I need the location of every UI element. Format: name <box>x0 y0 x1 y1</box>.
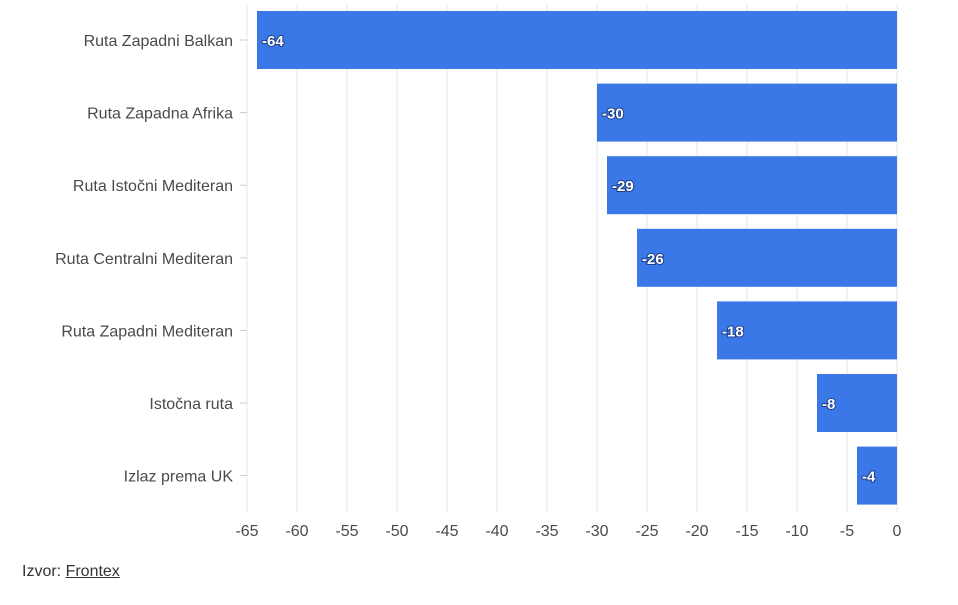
data-label: -18 <box>722 323 744 340</box>
x-tick-label: -60 <box>285 523 308 540</box>
x-tick-label: -50 <box>385 523 408 540</box>
source-prefix: Izvor: <box>22 563 66 580</box>
bar <box>597 83 897 142</box>
category-label: Ruta Zapadna Afrika <box>87 106 233 123</box>
x-tick-label: -20 <box>685 523 708 540</box>
source-note: Izvor: Frontex <box>22 563 120 581</box>
bar <box>817 374 897 432</box>
x-tick-label: -45 <box>435 523 458 540</box>
bar <box>257 11 897 69</box>
x-tick-label: -25 <box>635 523 658 540</box>
bar-chart: Ruta Zapadni Balkan Ruta Zapadna Afrika Ru… <box>55 4 902 540</box>
x-tick-label: -65 <box>235 523 258 540</box>
bar <box>857 446 897 505</box>
x-tick-label: -10 <box>785 523 808 540</box>
x-tick-label: -55 <box>335 523 358 540</box>
data-labels: -64 -30 -29 -26 -18 -8 -4 <box>261 32 877 487</box>
category-label: Istočna ruta <box>149 396 233 413</box>
category-labels: Ruta Zapadni Balkan Ruta Zapadna Afrika Ru… <box>55 33 233 486</box>
source-link[interactable]: Frontex <box>65 563 120 580</box>
category-label: Izlaz prema UK <box>124 469 234 486</box>
x-tick-label: 0 <box>893 523 902 540</box>
category-label: Ruta Zapadni Mediteran <box>61 323 233 340</box>
data-label: -29 <box>612 178 634 195</box>
bar <box>717 301 897 360</box>
category-label: Ruta Istočni Mediteran <box>73 178 233 195</box>
data-label: -30 <box>602 106 624 123</box>
x-tick-label: -30 <box>585 523 608 540</box>
x-tick-label: -5 <box>840 523 854 540</box>
x-axis-tick-labels: -65 -60 -55 -50 -45 -40 -35 -30 -25 -20 -15 -10 -5 0 <box>235 523 901 540</box>
data-label: -4 <box>862 469 876 486</box>
category-label: Ruta Zapadni Balkan <box>84 33 233 50</box>
x-tick-label: -40 <box>485 523 508 540</box>
category-label: Ruta Centralni Mediteran <box>55 251 233 268</box>
bar <box>637 228 897 287</box>
bar <box>607 156 897 215</box>
bars <box>257 11 897 505</box>
data-label: -8 <box>822 396 835 413</box>
x-tick-label: -35 <box>535 523 558 540</box>
data-label: -64 <box>262 33 284 50</box>
data-label: -26 <box>642 251 664 268</box>
x-tick-label: -15 <box>735 523 758 540</box>
